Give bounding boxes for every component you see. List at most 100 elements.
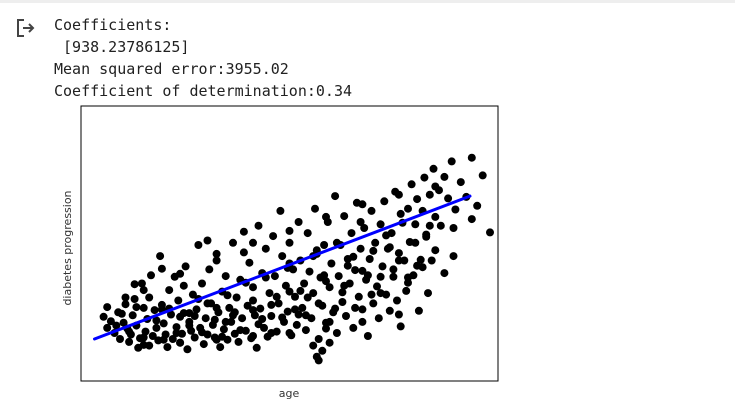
data-point (385, 306, 394, 315)
data-point (449, 224, 458, 232)
data-point (300, 279, 309, 288)
data-point (296, 286, 305, 295)
data-point (358, 305, 367, 314)
data-point (254, 221, 263, 230)
data-point (402, 286, 411, 295)
data-point (283, 307, 292, 316)
data-point (278, 313, 287, 322)
data-point (156, 252, 165, 261)
data-point (394, 190, 403, 199)
data-point (272, 292, 281, 301)
data-point (190, 333, 199, 342)
data-point (265, 289, 274, 298)
data-point (281, 281, 290, 290)
data-point (449, 252, 458, 261)
data-point (216, 343, 225, 352)
data-point (106, 317, 115, 326)
data-point (354, 292, 363, 301)
data-point (440, 269, 449, 278)
data-point (165, 286, 174, 295)
data-point (249, 332, 257, 340)
data-point (309, 341, 318, 350)
output-redirect-icon[interactable] (15, 17, 37, 39)
data-point (378, 262, 387, 271)
data-point (223, 291, 232, 300)
data-point (139, 286, 148, 295)
data-point (212, 249, 221, 258)
data-point (331, 192, 340, 201)
data-point (382, 231, 391, 240)
data-point (334, 272, 343, 281)
data-point (285, 226, 294, 235)
data-point (322, 324, 330, 333)
data-point (212, 335, 221, 344)
data-point (116, 335, 124, 343)
data-point (252, 343, 261, 352)
data-point (229, 238, 237, 247)
data-point (456, 178, 465, 187)
data-point (394, 249, 403, 258)
data-point (358, 317, 367, 326)
data-point (137, 279, 146, 288)
data-point (376, 289, 385, 298)
data-point (305, 267, 314, 276)
data-point (436, 221, 445, 230)
data-point (194, 241, 203, 249)
output-line-coefficients-value: [938.23786125] (54, 38, 190, 56)
data-point (128, 311, 137, 320)
data-point (351, 266, 360, 275)
data-point (413, 261, 422, 270)
data-point (179, 281, 188, 290)
data-point (425, 190, 434, 199)
data-point (440, 172, 449, 181)
data-point (267, 312, 276, 320)
data-point (411, 220, 420, 229)
data-point (176, 338, 185, 347)
data-point (349, 252, 358, 261)
data-point (444, 194, 453, 203)
data-point (278, 252, 287, 261)
data-point (404, 204, 412, 213)
data-point (185, 321, 194, 330)
data-point (325, 338, 334, 347)
data-point (385, 243, 394, 252)
data-point (291, 292, 299, 301)
data-point (261, 244, 270, 253)
data-point (389, 265, 398, 274)
cell-output: Coefficients: [938.23786125] Mean squared… (54, 14, 352, 102)
data-point (243, 301, 252, 310)
data-point (256, 304, 265, 313)
data-point (467, 153, 476, 162)
scatter-points (99, 153, 494, 365)
data-point (238, 314, 247, 323)
data-point (424, 289, 432, 298)
x-axis-label: age (279, 387, 300, 400)
data-point (132, 303, 141, 312)
data-point (340, 212, 349, 221)
data-point (322, 212, 330, 221)
data-point (396, 209, 405, 218)
data-point (414, 306, 423, 315)
data-point (320, 241, 329, 249)
data-point (188, 290, 197, 299)
data-point (425, 221, 434, 230)
data-point (174, 296, 183, 305)
data-point (168, 335, 177, 343)
data-point (152, 323, 161, 332)
data-point (376, 220, 385, 229)
data-point (269, 232, 278, 241)
data-point (356, 218, 365, 226)
data-point (431, 212, 440, 221)
data-point (192, 305, 201, 314)
data-point (117, 309, 126, 318)
data-point (285, 329, 294, 337)
data-point (325, 317, 334, 326)
data-point (125, 337, 134, 346)
data-point (376, 272, 385, 281)
data-point (176, 312, 185, 321)
data-point (407, 180, 416, 189)
data-point (338, 288, 347, 297)
data-point (212, 303, 221, 312)
data-point (145, 293, 154, 302)
data-point (358, 266, 367, 275)
